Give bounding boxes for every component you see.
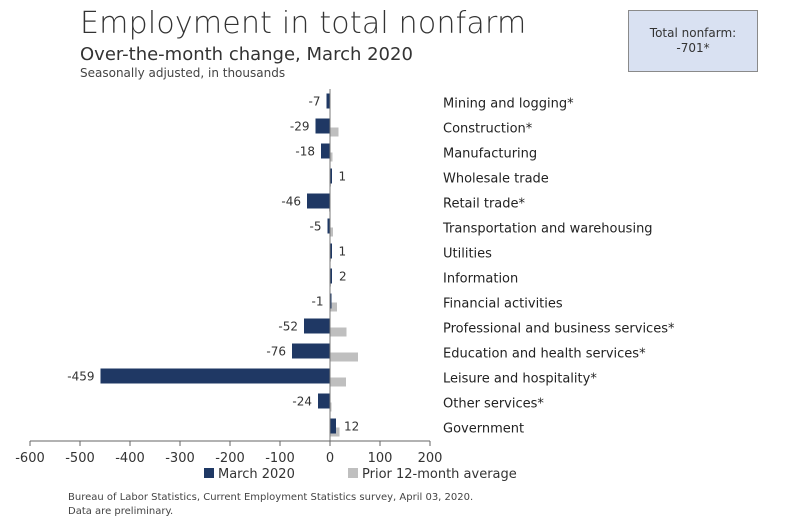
category-label: Transportation and warehousing — [442, 222, 653, 237]
legend-label-march-2020: March 2020 — [218, 467, 295, 482]
category-label: Leisure and hospitality* — [443, 372, 597, 387]
prior-average-bar — [330, 227, 333, 237]
bar-value-label: -52 — [278, 320, 298, 334]
march-2020-bar — [326, 93, 330, 109]
chart-title: Employment in total nonfarm — [80, 6, 527, 41]
chart-subtitle: Over-the-month change, March 2020 — [80, 44, 413, 65]
x-tick-label: -300 — [165, 451, 195, 466]
bar-value-label: -5 — [310, 220, 322, 234]
prior-average-bar — [330, 402, 332, 412]
march-2020-bar — [100, 368, 330, 384]
bar-value-label: -1 — [312, 295, 324, 309]
bar-value-label: -29 — [290, 120, 310, 134]
x-tick-label: 0 — [326, 451, 334, 466]
legend-swatch-prior-average — [348, 468, 358, 478]
march-2020-bar — [330, 168, 332, 184]
category-label: Financial activities — [443, 297, 563, 312]
x-tick-label: -600 — [15, 451, 45, 466]
bar-value-label: -18 — [295, 145, 315, 159]
chart-note: Seasonally adjusted, in thousands — [80, 66, 286, 80]
prior-average-bar — [330, 302, 337, 312]
bar-value-label: 12 — [344, 420, 359, 434]
march-2020-bar — [292, 343, 330, 359]
march-2020-bar — [327, 218, 330, 234]
category-label: Government — [443, 422, 524, 437]
category-label: Utilities — [443, 247, 492, 262]
category-label: Professional and business services* — [443, 322, 675, 337]
x-tick-label: -200 — [215, 451, 245, 466]
march-2020-bar — [315, 118, 330, 134]
source-note: Bureau of Labor Statistics, Current Empl… — [68, 492, 474, 503]
x-tick-label: 200 — [418, 451, 443, 466]
category-label: Wholesale trade — [443, 172, 549, 187]
bar-value-label: -24 — [292, 395, 312, 409]
x-tick-label: -500 — [65, 451, 95, 466]
march-2020-bar — [307, 193, 330, 209]
bar-value-label: 1 — [339, 170, 347, 184]
bar-value-label: 1 — [339, 245, 347, 259]
category-label: Other services* — [443, 397, 544, 412]
march-2020-bar — [330, 418, 336, 434]
prior-average-bar — [330, 152, 333, 162]
preliminary-note: Data are preliminary. — [68, 506, 174, 517]
category-label: Manufacturing — [443, 147, 537, 162]
prior-average-bar — [330, 327, 347, 337]
bar-value-label: -46 — [281, 195, 301, 209]
category-label: Mining and logging* — [443, 97, 574, 112]
category-label: Education and health services* — [443, 347, 646, 362]
bar-value-label: 2 — [339, 270, 347, 284]
category-label: Information — [443, 272, 518, 287]
x-tick-label: -100 — [265, 451, 295, 466]
category-label: Retail trade* — [443, 197, 526, 212]
march-2020-bar — [330, 268, 332, 284]
callout-value: -701* — [676, 41, 710, 55]
category-label: Construction* — [443, 122, 533, 137]
march-2020-bar — [318, 393, 330, 409]
prior-average-bar — [330, 127, 339, 137]
callout-label: Total nonfarm: — [649, 26, 737, 40]
x-tick-label: 100 — [368, 451, 393, 466]
x-tick-label: -400 — [115, 451, 145, 466]
total-nonfarm-callout: Total nonfarm: -701* — [628, 10, 758, 72]
march-2020-bar — [330, 243, 332, 259]
prior-average-bar — [330, 352, 358, 362]
legend-swatch-march-2020 — [204, 468, 214, 478]
march-2020-bar — [321, 143, 330, 159]
march-2020-bar — [304, 318, 330, 334]
bar-value-label: -76 — [266, 345, 286, 359]
bar-value-label: -7 — [309, 95, 321, 109]
bar-value-label: -459 — [67, 370, 94, 384]
prior-average-bar — [330, 377, 346, 387]
legend-label-prior-average: Prior 12-month average — [362, 467, 517, 482]
